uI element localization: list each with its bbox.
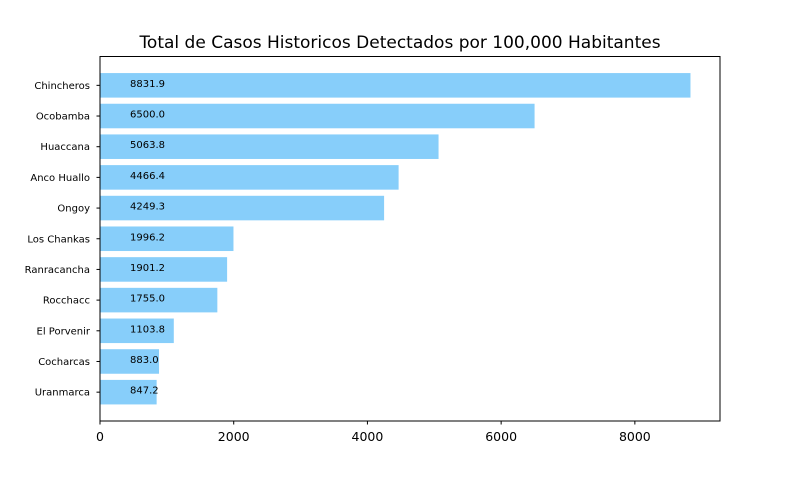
data-label: 6500.0: [130, 110, 165, 121]
x-tick-label: 4000: [352, 429, 384, 444]
data-label: 8831.9: [130, 79, 165, 90]
axes-frame: [99, 56, 721, 422]
x-tick-label: 2000: [218, 429, 250, 444]
chart-title: Total de Casos Historicos Detectados por…: [138, 33, 660, 53]
y-tick-label: Ocobamba: [36, 112, 90, 123]
bar-rocchacc: [100, 287, 218, 313]
y-tick-label: Rocchacc: [43, 296, 90, 307]
y-tick-label: Uranmarca: [35, 388, 90, 399]
y-tick-label: Anco Huallo: [30, 173, 90, 184]
y-tick-label: Cocharcas: [38, 357, 90, 368]
data-label: 883.0: [130, 355, 159, 366]
y-tick-label: Huaccana: [40, 142, 90, 153]
data-label: 4249.3: [130, 202, 165, 213]
bar-uranmarca: [100, 379, 157, 405]
data-label: 5063.8: [130, 140, 165, 151]
x-tick-label: 8000: [619, 429, 651, 444]
bar-chincheros: [100, 73, 691, 98]
y-tick-label: Ongoy: [57, 204, 90, 215]
data-label: 1996.2: [130, 232, 165, 243]
data-label: 1103.8: [130, 324, 165, 335]
bar-huaccana: [100, 134, 439, 159]
bar-anco-huallo: [100, 165, 399, 190]
data-label: 4466.4: [130, 171, 165, 182]
data-label: 1901.2: [130, 263, 165, 274]
data-label: 1755.0: [130, 294, 165, 305]
bar-ocobamba: [100, 103, 535, 129]
bar-los-chankas: [100, 226, 234, 252]
x-tick-label: 6000: [485, 429, 517, 444]
bar-el-porvenir: [100, 318, 174, 344]
y-tick-label: Chincheros: [34, 81, 90, 92]
y-tick-label: Los Chankas: [27, 234, 90, 245]
bar-cocharcas: [100, 349, 160, 374]
bar-ongoy: [100, 195, 385, 221]
bar-ranracancha: [100, 257, 228, 282]
data-label: 847.2: [130, 386, 159, 397]
x-tick-label: 0: [96, 429, 104, 444]
y-tick-label: El Porvenir: [37, 326, 91, 337]
y-tick-label: Ranracancha: [25, 265, 90, 276]
